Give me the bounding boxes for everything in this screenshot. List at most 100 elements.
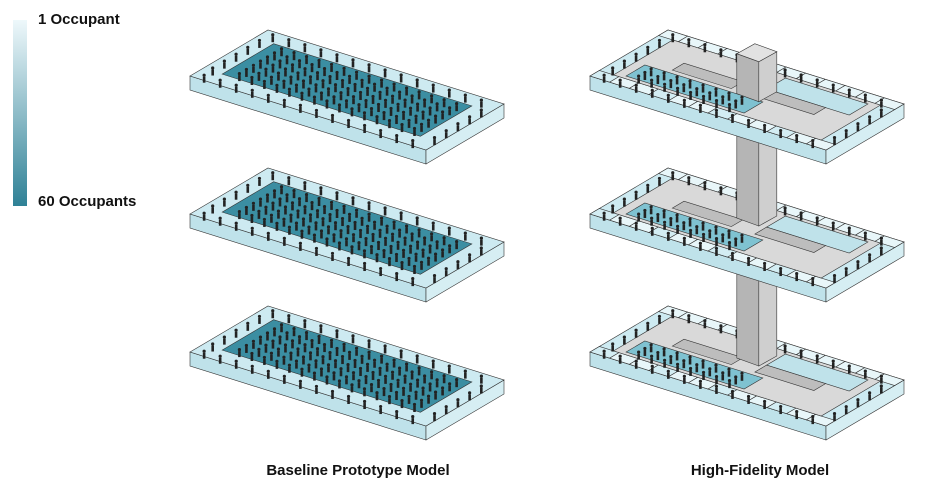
occupant — [341, 82, 344, 89]
occupant — [831, 83, 835, 87]
occupant — [611, 342, 615, 346]
occupant — [397, 366, 402, 370]
occupant — [397, 228, 402, 232]
occupant — [731, 392, 734, 399]
occupant — [246, 48, 250, 55]
occupant — [319, 189, 323, 196]
occupant — [282, 220, 286, 227]
occupant — [831, 359, 835, 363]
occupant — [347, 259, 350, 266]
occupant — [701, 359, 705, 363]
occupant — [315, 347, 320, 351]
occupant — [714, 363, 718, 367]
occupant — [699, 382, 702, 389]
occupant — [392, 358, 396, 362]
occupant — [868, 115, 872, 119]
occupant — [245, 346, 248, 353]
occupant — [643, 346, 647, 351]
occupant — [714, 246, 719, 251]
occupant — [387, 119, 392, 123]
occupant — [407, 259, 411, 266]
occupant — [316, 74, 319, 81]
occupant — [844, 132, 848, 139]
models — [189, 29, 905, 441]
occupant — [727, 229, 731, 233]
occupant — [415, 219, 419, 226]
occupant — [402, 251, 405, 258]
occupant — [856, 263, 860, 270]
occupant — [322, 204, 327, 209]
occupant — [280, 50, 283, 57]
occupant — [282, 358, 286, 365]
occupant — [266, 58, 269, 65]
occupant — [879, 246, 883, 250]
occupant — [234, 83, 238, 87]
occupant — [297, 335, 302, 339]
occupant — [364, 102, 368, 109]
occupant — [455, 243, 458, 250]
occupant — [257, 350, 261, 357]
occupant — [403, 236, 407, 240]
occupant — [331, 116, 334, 123]
occupant — [346, 87, 350, 91]
occupant — [428, 247, 432, 254]
occupant — [427, 259, 430, 266]
occupant — [455, 105, 458, 112]
occupant — [456, 398, 460, 402]
occupant — [384, 101, 387, 108]
occupant — [383, 374, 388, 378]
occupant — [262, 79, 267, 84]
occupant — [430, 235, 433, 242]
occupant — [330, 203, 333, 210]
occupant — [395, 118, 398, 125]
occupant — [335, 208, 339, 213]
occupant — [880, 387, 883, 394]
occupant — [271, 339, 275, 343]
occupant — [298, 338, 301, 345]
occupant — [880, 111, 883, 118]
occupant — [435, 240, 439, 244]
occupant — [703, 46, 707, 53]
occupant — [399, 214, 403, 221]
occupant — [414, 114, 418, 118]
occupant — [833, 277, 836, 284]
occupant — [350, 110, 354, 117]
occupant — [423, 239, 426, 246]
occupant — [392, 85, 396, 92]
occupant — [373, 223, 376, 230]
occupant — [390, 232, 395, 236]
occupant — [662, 71, 666, 75]
occupant — [719, 51, 723, 58]
occupant — [350, 386, 354, 393]
occupant — [292, 327, 296, 331]
occupant — [634, 193, 638, 200]
occupant — [271, 309, 275, 313]
occupant — [202, 211, 206, 215]
occupant — [379, 354, 384, 358]
occupant — [321, 79, 325, 83]
occupant — [634, 83, 638, 87]
occupant — [650, 81, 653, 88]
occupant — [468, 394, 471, 401]
occupant — [646, 186, 650, 193]
occupant — [275, 221, 279, 225]
occupant — [325, 240, 329, 247]
occupant — [352, 98, 355, 105]
occupant — [747, 121, 750, 128]
occupant — [783, 206, 787, 210]
occupant — [444, 267, 448, 271]
occupant — [250, 217, 254, 224]
occupant — [863, 369, 867, 373]
occupant — [730, 113, 735, 118]
occupant — [218, 216, 222, 220]
occupant — [656, 78, 660, 85]
occupant — [396, 381, 400, 388]
occupant — [376, 240, 381, 245]
occupant — [350, 248, 354, 255]
occupant — [656, 212, 660, 217]
occupant — [389, 106, 393, 111]
occupant — [287, 176, 291, 180]
occupant — [650, 219, 653, 226]
occupant — [328, 216, 332, 223]
occupant — [708, 91, 712, 95]
